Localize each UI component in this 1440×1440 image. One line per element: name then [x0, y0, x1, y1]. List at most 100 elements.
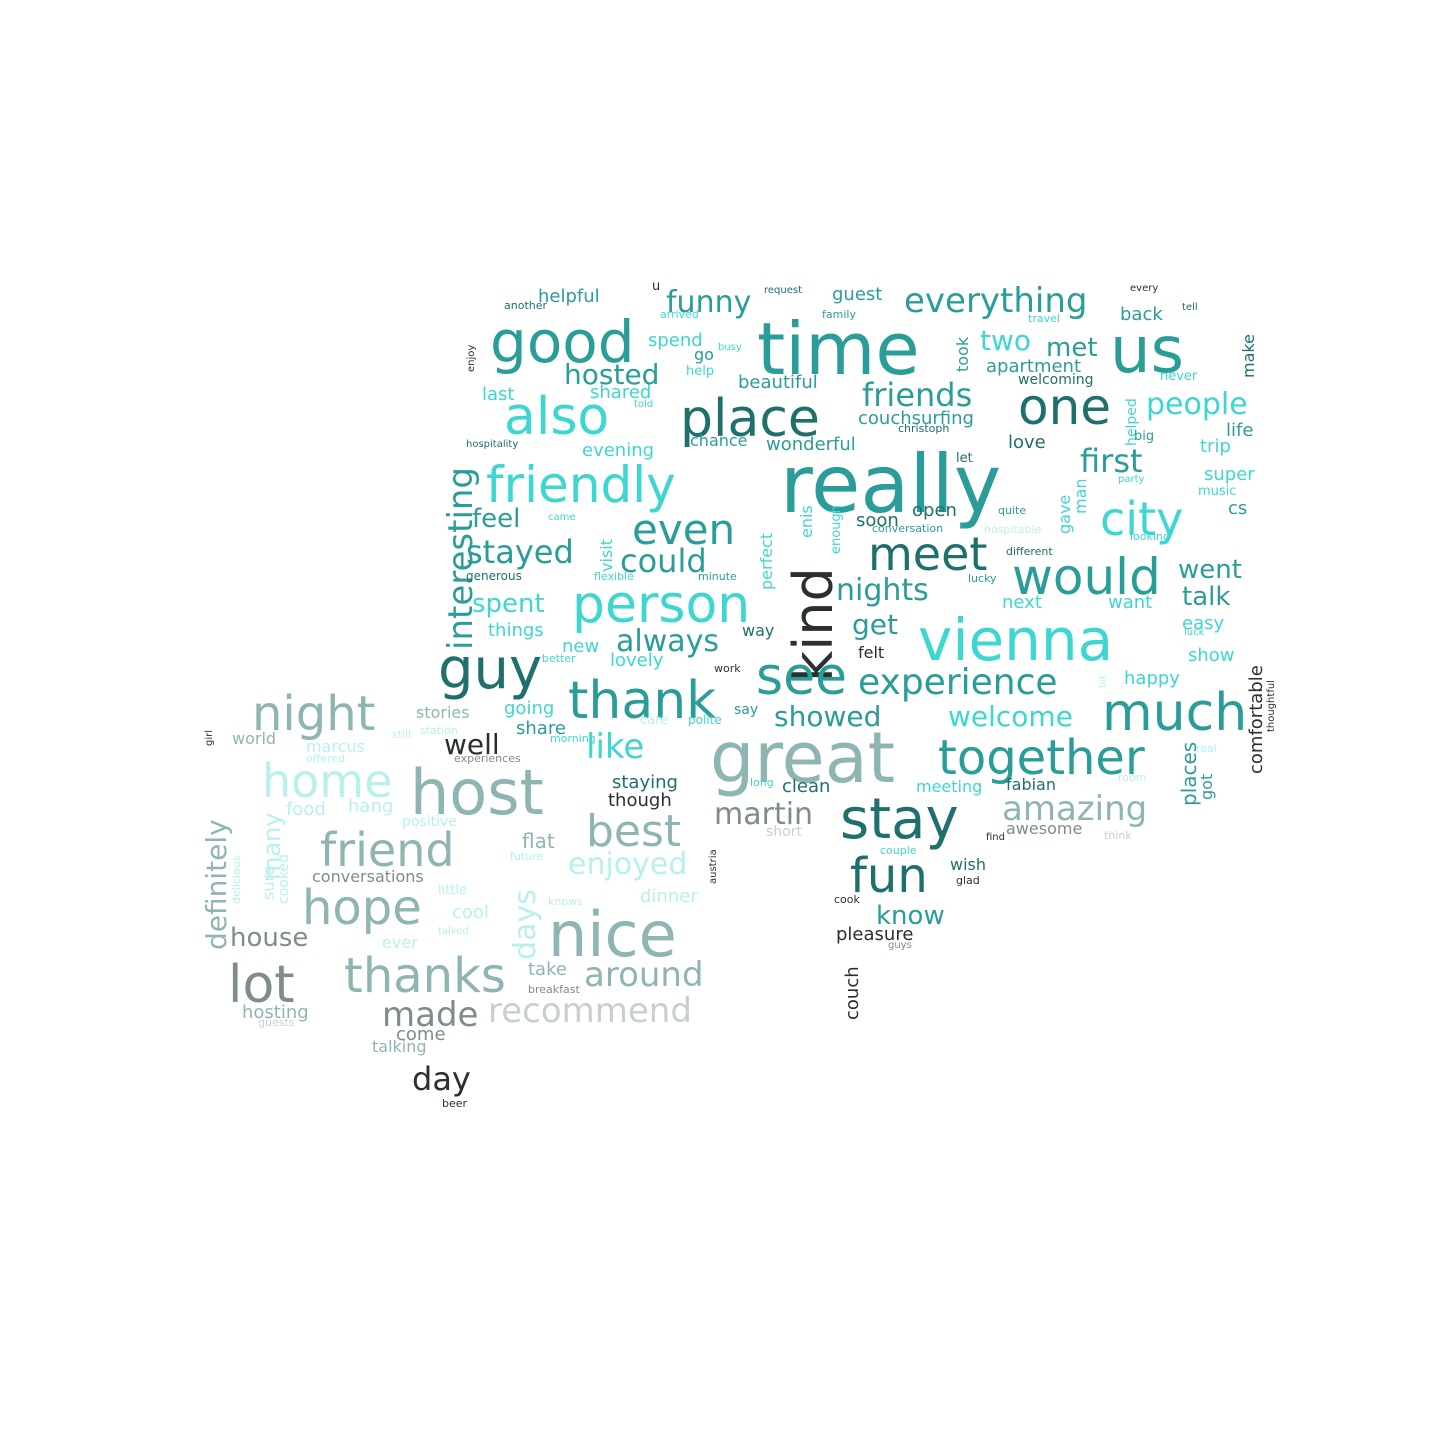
word-get: get	[852, 608, 898, 641]
word-offered: offered	[306, 752, 345, 765]
word-place: place	[680, 389, 820, 449]
word-food: food	[286, 799, 326, 820]
word-love: love	[1008, 432, 1046, 453]
word-friend: friend	[320, 823, 455, 877]
word-around: around	[584, 955, 704, 995]
word-best: best	[586, 806, 681, 857]
word-staying: staying	[612, 772, 678, 793]
word-would: would	[1012, 548, 1161, 606]
word-good: good	[490, 308, 635, 376]
word-enis: enis	[797, 505, 816, 538]
word-party: party	[1118, 474, 1145, 485]
word-welcoming: welcoming	[1018, 372, 1094, 388]
word-us: us	[1110, 314, 1184, 388]
word-glad: glad	[956, 874, 980, 887]
word-show: show	[1188, 645, 1235, 666]
word-never: never	[1160, 369, 1198, 384]
word-looking: looking	[1130, 530, 1170, 543]
word-world: world	[232, 729, 276, 748]
word-hospitality: hospitality	[466, 439, 518, 450]
word-pleasure: pleasure	[836, 924, 913, 945]
word-feel: feel	[472, 504, 520, 534]
word-hang: hang	[348, 796, 393, 817]
word-polite: polite	[688, 713, 722, 727]
word-still: still	[392, 728, 411, 741]
word-got: got	[1197, 774, 1216, 800]
word-sure: sure	[259, 865, 278, 900]
word-many: many	[258, 813, 286, 881]
word-lucky: lucky	[968, 572, 997, 585]
word-talked: talked	[438, 926, 469, 937]
word-next: next	[1002, 592, 1042, 613]
word-things: things	[488, 620, 544, 641]
word-long: long	[750, 776, 774, 789]
word-met: met	[1046, 333, 1098, 363]
word-much: much	[1102, 683, 1247, 743]
word-thanks: thanks	[344, 948, 506, 1004]
word-ever: ever	[382, 933, 418, 952]
word-cs: cs	[1228, 498, 1247, 519]
word-flat: flat	[522, 829, 555, 853]
word-u: u	[652, 279, 660, 294]
word-couchsurfing: couchsurfing	[858, 408, 974, 429]
word-help: help	[686, 364, 714, 379]
word-way: way	[742, 621, 774, 640]
word-delicious: delicious	[230, 855, 243, 904]
word-guys: guys	[888, 940, 912, 951]
word-funny: funny	[666, 285, 751, 320]
word-better: better	[542, 652, 576, 665]
word-made: made	[382, 995, 478, 1035]
word-could: could	[620, 542, 707, 580]
word-flexible: flexible	[594, 570, 634, 583]
word-fabian: fabian	[1006, 775, 1056, 794]
word-enjoyed: enjoyed	[568, 847, 687, 882]
word-two: two	[980, 324, 1031, 357]
word-guy: guy	[438, 637, 542, 702]
word-guest: guest	[832, 284, 882, 305]
word-recommend: recommend	[488, 991, 692, 1031]
word-comfortable: comfortable	[1246, 665, 1267, 774]
word-care: care	[640, 713, 668, 728]
word-hosting: hosting	[242, 1002, 309, 1023]
word-find: find	[986, 832, 1005, 843]
word-hope: hope	[302, 880, 422, 936]
word-enjoy: enjoy	[466, 345, 477, 372]
word-future: future	[510, 850, 543, 863]
word-went: went	[1178, 555, 1242, 585]
word-vienna: vienna	[918, 606, 1113, 674]
word-nice: nice	[548, 898, 677, 971]
word-hosted: hosted	[564, 358, 659, 391]
word-well: well	[444, 728, 500, 761]
word-man: man	[1071, 478, 1090, 514]
word-told: told	[634, 399, 653, 410]
word-wish: wish	[950, 855, 986, 874]
word-fun: fun	[850, 848, 928, 904]
word-cook: cook	[834, 893, 861, 906]
word-home: home	[262, 754, 392, 808]
word-helpful: helpful	[538, 286, 600, 307]
word-host: host	[410, 756, 544, 829]
word-spent: spent	[472, 589, 545, 619]
word-every: every	[1130, 283, 1158, 294]
word-positive: positive	[402, 814, 457, 830]
word-even: even	[632, 505, 735, 554]
word-make: make	[1239, 334, 1258, 378]
word-amazing: amazing	[1002, 789, 1147, 829]
word-marcus: marcus	[306, 737, 365, 756]
word-took: took	[953, 336, 972, 372]
word-generous: generous	[466, 569, 522, 583]
word-also: also	[504, 387, 609, 447]
word-know: know	[876, 901, 945, 931]
word-thank: thank	[568, 671, 716, 731]
word-talking: talking	[372, 1037, 427, 1056]
word-meet: meet	[868, 527, 987, 581]
word-soon: soon	[856, 510, 899, 531]
word-super: super	[1204, 464, 1255, 485]
word-enough: enough	[829, 505, 844, 554]
word-couch: couch	[842, 966, 863, 1020]
word-short: short	[766, 824, 802, 840]
word-lot: lot	[228, 955, 295, 1015]
word-everything: everything	[904, 281, 1088, 321]
word-arrived: arrived	[660, 308, 699, 321]
